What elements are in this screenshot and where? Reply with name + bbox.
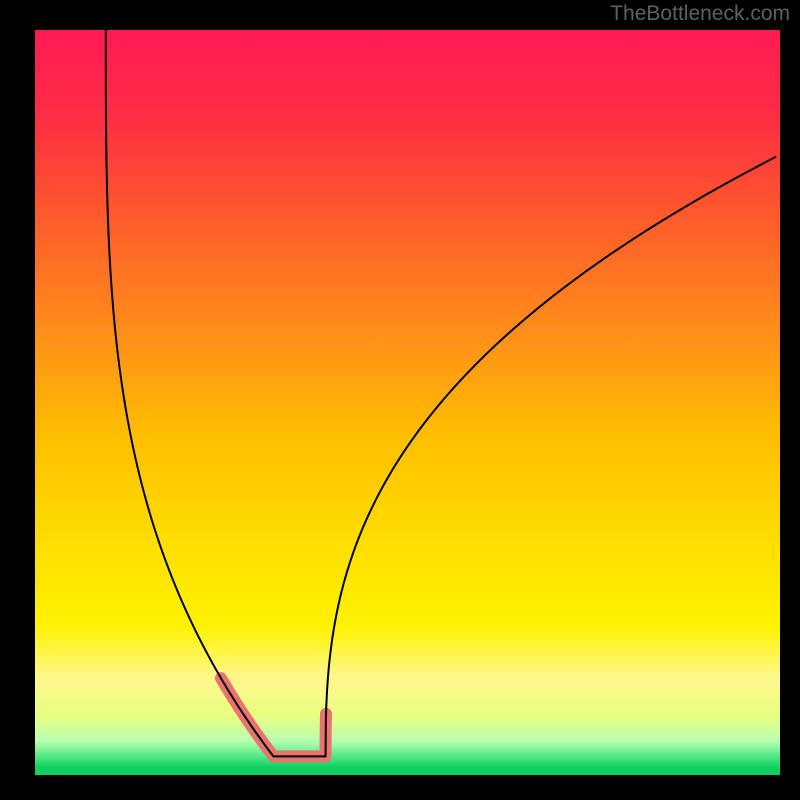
chart-plot-area — [35, 30, 780, 775]
watermark-text: TheBottleneck.com — [610, 2, 790, 26]
chart-background — [35, 30, 780, 775]
bottleneck-chart — [35, 30, 780, 775]
